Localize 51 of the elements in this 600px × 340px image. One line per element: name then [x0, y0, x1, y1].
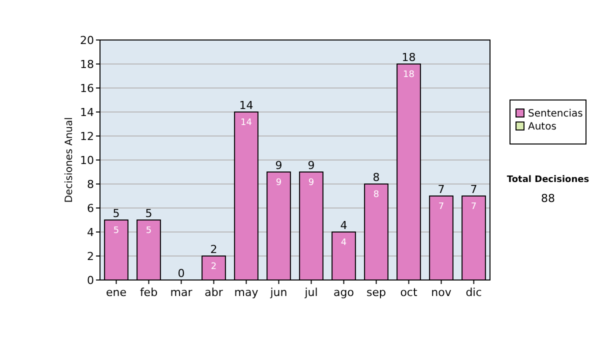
x-tick-label: mar: [170, 286, 193, 299]
data-label: 18: [403, 70, 415, 80]
total-label: 7: [438, 183, 445, 196]
x-tick-label: jun: [269, 286, 288, 299]
y-tick-label: 10: [80, 154, 94, 167]
y-axis-title: Decisiones Anual: [64, 117, 75, 203]
total-label: 18: [402, 51, 416, 64]
x-tick-label: ene: [106, 286, 127, 299]
x-tick-label: dic: [466, 286, 482, 299]
text: 88: [541, 192, 555, 205]
legend-label: Autos: [528, 122, 556, 132]
data-label: 5: [146, 226, 152, 236]
x-tick-label: may: [234, 286, 259, 299]
y-tick-label: 18: [80, 58, 94, 71]
y-tick-label: 4: [87, 226, 94, 239]
data-label: 7: [470, 202, 477, 212]
y-tick-label: 16: [80, 82, 94, 95]
text: Total Decisiones: [506, 175, 590, 185]
y-tick-label: 14: [80, 106, 94, 119]
data-label: 2: [210, 262, 217, 272]
data-label: 5: [113, 226, 120, 236]
total-label: 7: [470, 183, 478, 196]
x-tick-label: jul: [304, 286, 318, 299]
y-tick-label: 0: [87, 274, 94, 287]
data-label: 8: [373, 190, 380, 200]
y-tick-label: 8: [87, 178, 94, 191]
y-tick-label: 20: [80, 34, 94, 47]
total-label: 4: [340, 219, 348, 232]
data-label: 14: [240, 118, 252, 128]
total-label: 0: [178, 267, 185, 280]
x-tick-label: ago: [334, 286, 354, 299]
x-tick-label: nov: [431, 286, 452, 299]
total-label: 8: [372, 171, 380, 184]
total-label: 9: [275, 159, 282, 172]
total-label: 14: [239, 99, 254, 112]
y-tick-label: 2: [87, 250, 94, 263]
x-tick-label: abr: [204, 286, 224, 299]
total-label: 9: [308, 159, 315, 172]
data-label: 7: [438, 202, 444, 212]
total-label: 5: [112, 207, 120, 220]
y-tick-label: 6: [87, 202, 94, 215]
y-tick-label: 12: [80, 130, 94, 143]
total-label: 2: [210, 243, 218, 256]
total-label: 5: [145, 207, 152, 220]
data-label: 9: [308, 178, 314, 188]
x-tick-label: oct: [400, 286, 418, 299]
data-label: 4: [340, 238, 347, 248]
legend-label: Sentencias: [528, 108, 583, 120]
x-tick-label: feb: [140, 286, 158, 299]
data-label: 9: [276, 178, 282, 188]
x-tick-label: sep: [366, 286, 386, 299]
